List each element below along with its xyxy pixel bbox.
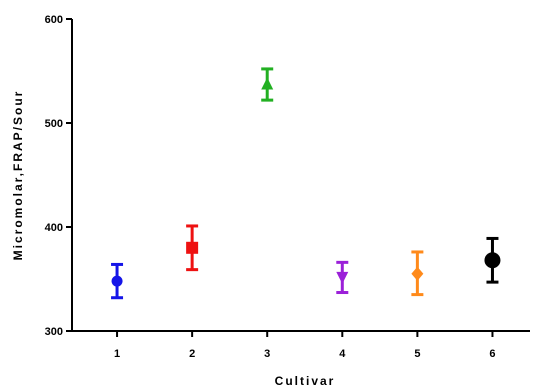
- y-tick-label: 400: [45, 222, 63, 234]
- data-point-3: [261, 67, 274, 102]
- data-point-2: [186, 224, 199, 272]
- y-tick-label: 600: [45, 14, 63, 26]
- data-point-4: [336, 260, 349, 295]
- marker-diamond: [411, 266, 424, 281]
- x-tick-label: 3: [264, 348, 270, 360]
- y-tick-label: 300: [45, 326, 63, 338]
- data-point-5: [411, 250, 424, 297]
- ticks: 300 400 500 600 1 2 3 4 5 6: [45, 14, 496, 360]
- x-axis-title: Cultivar: [275, 374, 336, 388]
- marker-square: [186, 241, 199, 254]
- marker-circle-large: [484, 252, 501, 269]
- data-point-1: [111, 262, 124, 300]
- y-tick-label: 500: [45, 118, 63, 130]
- x-tick-label: 1: [114, 348, 120, 360]
- marker-triangle-up: [261, 77, 274, 90]
- x-tick-label: 5: [414, 348, 420, 360]
- marker-circle: [111, 275, 123, 287]
- x-tick-label: 2: [189, 348, 195, 360]
- x-tick-label: 6: [489, 348, 495, 360]
- axes: [71, 19, 530, 332]
- data-point-6: [484, 236, 501, 284]
- marker-triangle-down: [336, 271, 349, 284]
- y-axis-title: Micromolar,FRAP/Sour: [11, 90, 25, 261]
- data-points: [111, 67, 501, 300]
- x-tick-label: 4: [339, 348, 346, 360]
